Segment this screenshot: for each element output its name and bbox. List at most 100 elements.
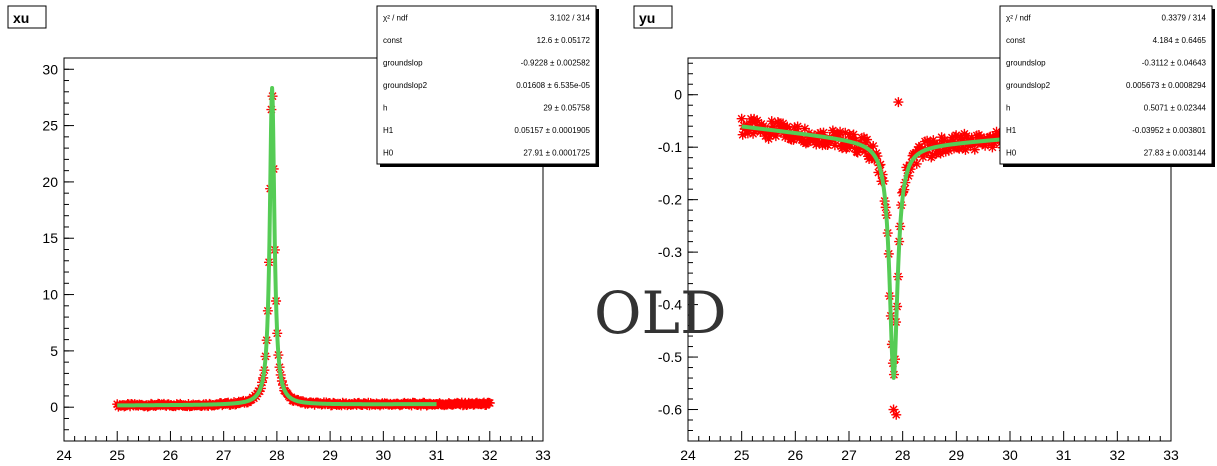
y-tick-label: 25 <box>42 118 58 134</box>
data-point <box>922 135 933 146</box>
data-point <box>989 137 1000 148</box>
data-point <box>787 131 798 142</box>
data-point <box>778 118 789 129</box>
data-point <box>741 119 752 130</box>
stats-row-name: const <box>1006 36 1026 45</box>
data-point <box>742 128 753 139</box>
y-tick-label: 0 <box>50 399 58 415</box>
data-point <box>799 123 810 134</box>
y-tick-label: 30 <box>42 61 58 77</box>
x-tick-label: 27 <box>841 447 857 463</box>
data-point <box>871 148 882 159</box>
data-point <box>767 121 778 132</box>
data-point <box>920 136 931 147</box>
data-point <box>966 132 977 143</box>
data-point <box>961 130 972 141</box>
stats-row-name: groundslop2 <box>383 81 428 90</box>
data-point <box>780 131 791 142</box>
data-point <box>928 135 939 146</box>
stats-row-value: -0.9228 ± 0.002582 <box>521 58 591 67</box>
x-tick-label: 31 <box>429 447 445 463</box>
data-point <box>748 128 759 139</box>
data-point <box>945 141 956 152</box>
y-tick-label: -0.6 <box>658 402 682 418</box>
data-point <box>484 397 495 408</box>
data-point <box>956 132 967 143</box>
x-tick-label: 24 <box>56 447 72 463</box>
yu-title-box <box>633 5 673 29</box>
stats-row-name: H1 <box>383 126 394 135</box>
data-point <box>937 138 948 149</box>
outlier-data-point <box>891 409 902 420</box>
stats-box <box>376 5 597 165</box>
data-point <box>770 131 781 142</box>
stats-row-name: H0 <box>1006 149 1017 158</box>
x-tick-label: 25 <box>109 447 125 463</box>
stats-row-name: const <box>383 36 403 45</box>
data-point <box>845 139 856 150</box>
data-point <box>948 136 959 147</box>
stats-row-name: H0 <box>383 149 394 158</box>
data-point <box>743 125 754 136</box>
data-point <box>736 113 747 124</box>
data-point <box>982 133 993 144</box>
x-tick-label: 32 <box>1110 447 1126 463</box>
xu-title-box <box>7 5 47 29</box>
stats-row-value: 12.6 ± 0.05172 <box>537 36 591 45</box>
stats-row-name: groundslop <box>383 58 423 67</box>
stats-row-value: 27.91 ± 0.0001725 <box>523 149 590 158</box>
data-point <box>863 151 874 162</box>
data-point <box>766 116 777 127</box>
data-point <box>905 164 916 175</box>
stats-row-value: -0.03952 ± 0.003801 <box>1132 126 1206 135</box>
data-point <box>808 132 819 143</box>
stats-row-value: 29 ± 0.05758 <box>543 104 590 113</box>
data-point <box>969 144 980 155</box>
data-point <box>985 131 996 142</box>
data-point <box>929 138 940 149</box>
stats-row-value: 0.05157 ± 0.0001905 <box>514 126 590 135</box>
y-tick-label: 0 <box>674 87 682 103</box>
yu-title: yu <box>639 10 655 26</box>
y-tick-label: -0.5 <box>658 349 682 365</box>
data-point <box>792 121 803 132</box>
data-point <box>866 150 877 161</box>
data-point <box>954 143 965 154</box>
watermark-text: OLD <box>594 279 727 347</box>
stats-row-name: H1 <box>1006 126 1017 135</box>
stats-row-name: χ² / ndf <box>383 13 408 22</box>
fit-curve <box>740 124 1012 380</box>
x-tick-label: 26 <box>163 447 179 463</box>
data-point <box>859 146 870 157</box>
xu-title: xu <box>13 10 29 26</box>
data-point <box>764 131 775 142</box>
data-point <box>822 139 833 150</box>
data-point <box>927 150 938 161</box>
data-point <box>829 140 840 151</box>
data-point <box>827 125 838 136</box>
data-point <box>940 146 951 157</box>
y-tick-label: 10 <box>42 287 58 303</box>
data-point <box>852 147 863 158</box>
data-point <box>868 141 879 152</box>
data-point <box>840 127 851 138</box>
stats-row-value: 0.5071 ± 0.02344 <box>1144 104 1207 113</box>
data-point <box>860 137 871 148</box>
stats-row-value: 0.01608 ± 6.535e-05 <box>516 81 590 90</box>
stats-row-value: 27.83 ± 0.003144 <box>1144 149 1207 158</box>
data-point <box>911 158 922 169</box>
x-tick-label: 25 <box>734 447 750 463</box>
stats-row-value: -0.3112 ± 0.04643 <box>1142 58 1207 67</box>
data-point <box>873 167 884 178</box>
stats-row-name: groundslop <box>1006 58 1046 67</box>
y-tick-label: -0.2 <box>658 192 682 208</box>
data-point <box>818 127 829 138</box>
y-tick-label: 5 <box>50 343 58 359</box>
data-point <box>951 130 962 141</box>
stats-row-name: χ² / ndf <box>1006 13 1031 22</box>
x-tick-label: 27 <box>216 447 232 463</box>
x-tick-label: 24 <box>680 447 696 463</box>
data-point <box>975 131 986 142</box>
x-tick-label: 31 <box>1056 447 1072 463</box>
